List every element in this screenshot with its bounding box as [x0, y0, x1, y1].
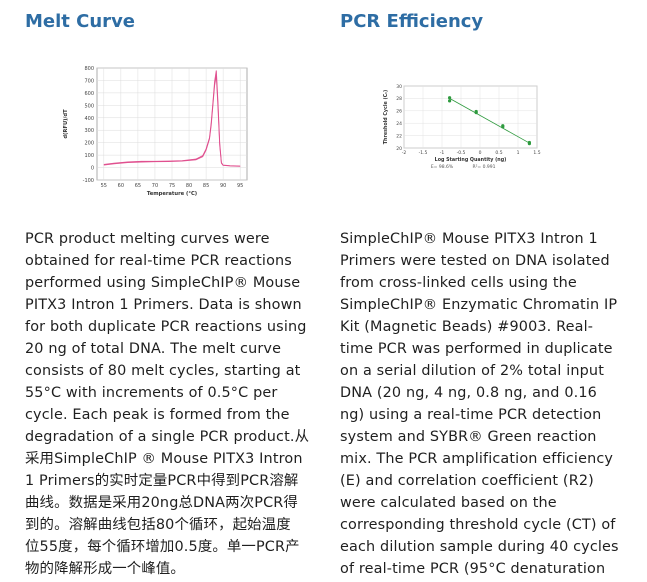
text-line: 20 ng of total DNA. The melt curve	[25, 341, 282, 357]
y-tick-label: 100	[84, 153, 94, 159]
text-line: SimpleChIP® Mouse PITX3 Intron 1	[340, 231, 598, 247]
text-line: Kit (Magnetic Beads) #9003. Real-	[340, 319, 594, 335]
y-tick-label: 600	[84, 91, 94, 97]
text-line: DNA (20 ng, 4 ng, 0.8 ng, and 0.16	[340, 385, 597, 401]
text-line: corresponding threshold cycle (CT) of	[340, 517, 616, 533]
data-point	[448, 99, 452, 103]
fit-line	[449, 98, 530, 144]
text-line: performed using SimpleChIP® Mouse	[25, 275, 301, 291]
text-line: PCR product melting curves were	[25, 231, 270, 247]
x-tick-label: 60	[118, 183, 124, 189]
melt-curve-title: Melt Curve	[25, 11, 136, 32]
y-tick-label: 400	[84, 116, 94, 122]
text-line: 到的。溶解曲线包括80个循环，起始温度	[25, 517, 291, 533]
y-tick-label: 22	[396, 133, 402, 139]
efficiency-annotation: E= 98.6%	[431, 164, 454, 170]
y-tick-label: 0	[91, 166, 94, 172]
y-tick-label: 200	[84, 141, 94, 147]
text-line: 55°C with increments of 0.5°C per	[25, 385, 278, 401]
x-tick-label: 0	[479, 150, 482, 156]
x-tick-label: 95	[237, 183, 243, 189]
x-tick-label: 90	[220, 183, 226, 189]
x-tick-label: 70	[152, 183, 158, 189]
text-line: 1 Primers的实时定量PCR中得到PCR溶解	[25, 473, 299, 489]
y-axis-label: Threshold Cycle (Cₜ)	[383, 90, 389, 144]
text-line: time PCR was performed in duplicate	[340, 341, 613, 357]
x-tick-label: 1.5	[533, 150, 540, 156]
text-line: obtained for real-time PCR reactions	[25, 253, 292, 269]
text-line: on a serial dilution of 2% total input	[340, 363, 604, 379]
data-point	[501, 125, 505, 129]
text-line: degradation of a single PCR product.从	[25, 429, 310, 445]
y-tick-label: 500	[84, 103, 94, 109]
x-tick-label: -0.5	[457, 150, 466, 156]
pcr-efficiency-title: PCR Efficiency	[340, 11, 484, 32]
text-line: system and SYBR® Green reaction	[340, 429, 597, 445]
x-tick-label: -1.5	[419, 150, 428, 156]
y-tick-label: 24	[396, 121, 402, 127]
x-tick-label: -1	[440, 150, 445, 156]
data-point	[527, 142, 531, 146]
text-line: each dilution sample during 40 cycles	[340, 539, 619, 555]
text-line: of real-time PCR (95°C denaturation	[340, 561, 606, 577]
text-line: cycle. Each peak is formed from the	[25, 407, 290, 423]
text-line: mix. The PCR amplification efficiency	[340, 451, 614, 467]
text-line: were calculated based on the	[340, 495, 557, 511]
x-tick-label: 85	[203, 183, 209, 189]
x-tick-label: 55	[101, 183, 107, 189]
text-line: consists of 80 melt cycles, starting at	[25, 363, 301, 379]
data-point	[448, 96, 452, 100]
data-point	[474, 111, 478, 115]
x-tick-label: 75	[169, 183, 175, 189]
y-tick-label: 28	[396, 96, 402, 102]
y-tick-label: 20	[396, 146, 402, 152]
y-tick-label: 300	[84, 128, 94, 134]
text-line: from cross-linked cells using the	[340, 275, 577, 291]
x-tick-label: 65	[135, 183, 141, 189]
text-line: 物的降解形成一个峰值。	[25, 561, 185, 577]
text-line: 采用SimpleChIP ® Mouse PITX3 Intron	[25, 451, 303, 467]
text-line: for both duplicate PCR reactions using	[25, 319, 307, 335]
y-axis-label: d(RFU)/dT	[63, 109, 69, 139]
melt-curve-series-2	[103, 75, 241, 167]
y-tick-label: 800	[84, 66, 94, 72]
text-line: PITX3 Intron 1 Primers. Data is shown	[25, 297, 302, 313]
x-axis-label: Log Starting Quantity (ng)	[435, 157, 507, 163]
text-line: ng) using a real-time PCR detection	[340, 407, 602, 423]
text-line: 曲线。数据是采用20ng总DNA两次PCR得	[25, 495, 298, 511]
text-line: Primers were tested on DNA isolated	[340, 253, 610, 269]
pcr-efficiency-chart: 20 22 24 26 28 30 -2 -1.5 -1 -0.5 0 0.5 1 1.5 Log Star…	[383, 84, 541, 170]
text-line: SimpleChIP® Enzymatic Chromatin IP	[340, 297, 618, 313]
correlation-annotation: R²= 0.991	[472, 164, 495, 170]
x-axis-label: Temperature (°C)	[147, 191, 197, 197]
x-tick-label: 80	[186, 183, 192, 189]
pcr-efficiency-description: SimpleChIP® Mouse PITX3 Intron 1 Primers …	[340, 228, 619, 580]
x-tick-label: 0.5	[495, 150, 502, 156]
x-tick-label: 1	[517, 150, 520, 156]
y-tick-label: 26	[396, 109, 402, 115]
melt-curve-chart: -100 0 100 200 300 400 500 600 700 800 55 60 65 70 75 8…	[63, 66, 248, 197]
plot-area	[403, 85, 538, 149]
y-tick-label: 700	[84, 78, 94, 84]
text-line: (E) and correlation coefficient (R2)	[340, 473, 594, 489]
x-tick-label: -2	[402, 150, 407, 156]
y-tick-label: 30	[396, 84, 402, 90]
y-tick-label: -100	[83, 178, 94, 184]
melt-curve-description: PCR product melting curves were obtained …	[25, 228, 309, 580]
text-line: 位55度，每个循环增加0.5度。单一PCR产	[25, 539, 300, 555]
